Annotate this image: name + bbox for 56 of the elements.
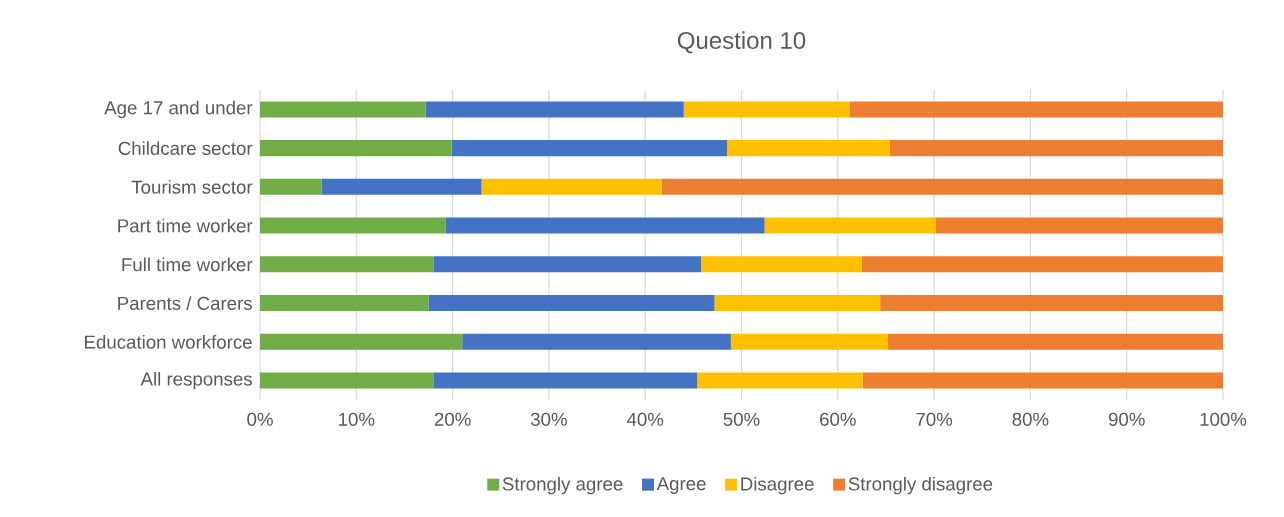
bar (260, 101, 426, 118)
bar (481, 178, 662, 195)
bar (260, 333, 463, 350)
x-tick-label: 10% (339, 412, 375, 426)
bar (683, 101, 850, 118)
y-tick-label: Education workforce (85, 335, 252, 349)
bar (260, 295, 429, 312)
bar (260, 372, 434, 389)
bar (889, 140, 1223, 157)
bar (321, 178, 482, 195)
y-tick-label: Childcare sector (118, 141, 253, 155)
bar (260, 256, 434, 273)
x-tick-label: 80% (1012, 412, 1049, 426)
bar (764, 217, 937, 234)
bar (661, 178, 1223, 195)
legend-label: Strongly agree (502, 476, 623, 495)
y-tick-label: Tourism sector (131, 180, 253, 194)
bar (425, 101, 684, 118)
bar (462, 333, 731, 350)
bar (260, 140, 452, 157)
bar (887, 333, 1223, 350)
bar (433, 256, 702, 273)
bar (714, 295, 881, 312)
chart-title: Question 10 (677, 31, 806, 54)
y-tick-label: Parents / Carers (118, 296, 252, 310)
x-tick-label: 40% (626, 412, 664, 426)
bar (445, 217, 765, 234)
x-tick-label: 20% (434, 412, 471, 426)
y-tick-label: Full time worker (122, 257, 253, 272)
bar (451, 140, 728, 157)
legend-label: Agree (656, 477, 706, 494)
y-tick-label: Part time worker (118, 218, 253, 233)
bar (880, 295, 1223, 312)
x-tick-label: 0% (247, 412, 273, 426)
x-tick-label: 60% (820, 412, 856, 426)
bar (433, 372, 698, 389)
bar (936, 217, 1223, 234)
y-tick-label: All responses (140, 371, 252, 390)
legend-label: Strongly disagree (848, 476, 993, 495)
bar (849, 101, 1223, 118)
x-tick-label: 70% (916, 412, 953, 426)
x-tick-label: 30% (530, 412, 567, 426)
bar (260, 217, 446, 234)
y-tick-label: Age 17 and under (104, 100, 253, 119)
bar (697, 372, 863, 389)
bar (428, 295, 715, 312)
x-tick-label: 90% (1108, 412, 1145, 426)
bar (730, 333, 888, 350)
bar (861, 256, 1223, 273)
legend-label: Disagree (741, 476, 814, 495)
bar (701, 256, 862, 273)
x-tick-label: 50% (723, 412, 760, 426)
x-tick-label: 100% (1200, 412, 1247, 426)
bar (862, 372, 1223, 389)
bar (727, 140, 890, 157)
bar (260, 178, 322, 195)
